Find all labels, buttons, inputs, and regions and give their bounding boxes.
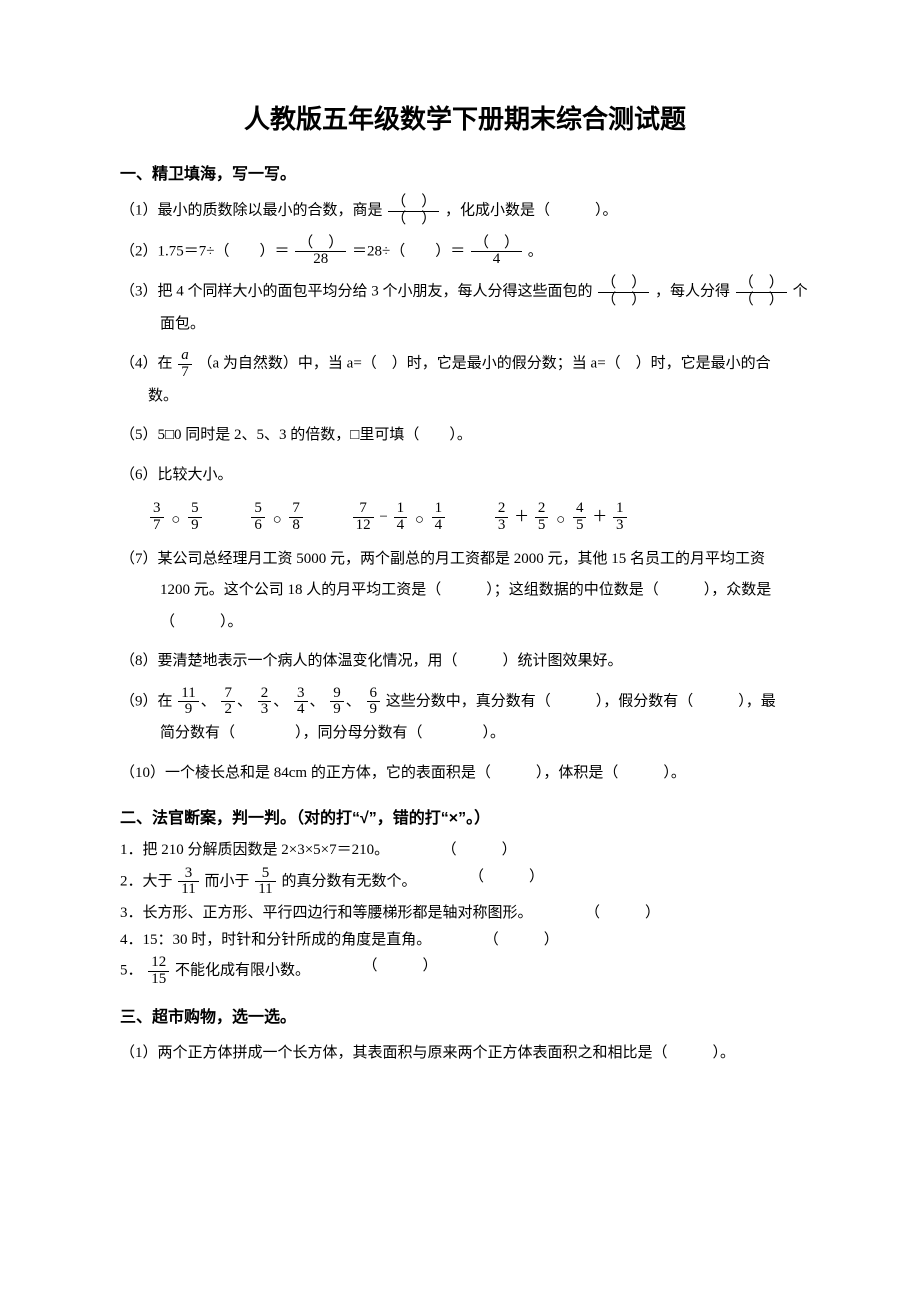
q1-4: （4）在 a 7 （a 为自然数）中，当 a=（ ）时，它是最小的假分数；当 a… (120, 348, 810, 412)
q1-2: （2）1.75＝7÷（ ）＝ （ ） 28 ＝28÷（ ）＝ （ ） 4 。 (120, 236, 810, 269)
q1-9: （9）在 119、 72、 23、 34、 99、 69 这些分数中，真分数有（… (120, 686, 810, 750)
q1-3-text-a: （3）把 4 个同样大小的面包平均分给 3 个小朋友，每人分得这些面包的 (120, 284, 593, 300)
compare-circle-icon: ○ (415, 509, 424, 532)
q1-7-text-b: 1200 元。这个公司 18 人的月平均工资是（ ）；这组数据的中位数是（ ），… (120, 575, 810, 607)
minus-sign: − (379, 509, 387, 525)
q1-9-text-c: 简分数有（ ），同分母分数有（ ）。 (120, 718, 810, 750)
q1-4-text-b: （a 为自然数）中，当 a=（ ）时，它是最小的假分数；当 a=（ ）时，它是最… (198, 356, 771, 372)
answer-blank: （ ） (573, 902, 673, 925)
q2-1: 1．把 210 分解质因数是 2×3×5×7＝210。 （ ） (120, 839, 810, 862)
q1-3-text-d: 面包。 (120, 309, 810, 341)
q1-9-text-a: （9）在 (120, 693, 173, 709)
q1-2-text-c: 。 (528, 243, 543, 259)
frac-blank-over-4: （ ） 4 (471, 236, 522, 269)
q1-7-text-c: （ ）。 (120, 607, 810, 639)
q2-4: 4．15：30 时，时针和分针所成的角度是直角。 （ ） (120, 929, 810, 952)
compare-circle-icon: ○ (556, 509, 565, 532)
sep: 、 (346, 693, 361, 709)
frac-blank-over-28: （ ） 28 (295, 236, 346, 269)
compare-circle-icon: ○ (273, 509, 282, 532)
compare-circle-icon: ○ (171, 509, 180, 532)
sep: 、 (310, 693, 325, 709)
q1-4-text-c: 数。 (120, 381, 810, 413)
q1-4-text-a: （4）在 (120, 356, 173, 372)
plus-sign: ＋ (592, 509, 607, 525)
q1-2-text-a: （2）1.75＝7÷（ ）＝ (120, 243, 289, 259)
section2-head: 二、法官断案，判一判。（对的打“√”，错的打“×”。） (120, 807, 810, 831)
answer-blank: （ ） (471, 929, 571, 952)
sep: 、 (201, 693, 216, 709)
frac-blank: （ ） （ ） (388, 195, 439, 228)
q1-3-text-c: 个 (793, 284, 808, 300)
cmp-4: 23 ＋ 25 ○ 45 ＋ 13 (493, 509, 629, 525)
cmp-2: 56 ○ 78 (249, 509, 308, 525)
q2-4-text: 4．15：30 时，时针和分针所成的角度是直角。 (120, 929, 431, 952)
sep: 、 (273, 693, 288, 709)
q1-7: （7）某公司总经理月工资 5000 元，两个副总的月工资都是 2000 元，其他… (120, 544, 810, 639)
q2-5-text-b: 不能化成有限小数。 (175, 963, 310, 979)
q2-2-text-b: 而小于 (204, 873, 249, 889)
q1-3-text-b: ，每人分得 (655, 284, 730, 300)
q2-3: 3．长方形、正方形、平行四边行和等腰梯形都是轴对称图形。 （ ） (120, 902, 810, 925)
sep: 、 (237, 693, 252, 709)
q2-5-text-a: 5． (120, 963, 143, 979)
q2-2-text-a: 2．大于 (120, 873, 173, 889)
answer-blank: （ ） (429, 839, 529, 862)
q1-1: （1）最小的质数除以最小的合数，商是 （ ） （ ） ，化成小数是（ ）。 (120, 195, 810, 228)
frac-blank: （ ） （ ） (598, 276, 649, 309)
answer-blank: （ ） (350, 955, 450, 978)
q1-6: （6）比较大小。 (120, 460, 810, 492)
q1-5: （5）5□0 同时是 2、5、3 的倍数，□里可填（ ）。 (120, 420, 810, 452)
q1-1-text-a: （1）最小的质数除以最小的合数，商是 (120, 203, 383, 219)
q1-3: （3）把 4 个同样大小的面包平均分给 3 个小朋友，每人分得这些面包的 （ ）… (120, 276, 810, 340)
cmp-1: 37 ○ 59 (148, 509, 207, 525)
q2-3-text: 3．长方形、正方形、平行四边行和等腰梯形都是轴对称图形。 (120, 902, 533, 925)
answer-blank: （ ） (456, 866, 556, 889)
q2-2: 2．大于 311 而小于 511 的真分数有无数个。 （ ） (120, 866, 810, 899)
page-title: 人教版五年级数学下册期末综合测试题 (120, 100, 810, 139)
q1-2-text-b: ＝28÷（ ）＝ (352, 243, 465, 259)
q2-2-text-c: 的真分数有无数个。 (281, 873, 416, 889)
q1-8: （8）要清楚地表示一个病人的体温变化情况，用（ ）统计图效果好。 (120, 646, 810, 678)
section3-head: 三、超市购物，选一选。 (120, 1006, 810, 1030)
q1-9-text-b: 这些分数中，真分数有（ ），假分数有（ ），最 (386, 693, 776, 709)
section1-head: 一、精卫填海，写一写。 (120, 163, 810, 187)
q1-7-text-a: （7）某公司总经理月工资 5000 元，两个副总的月工资都是 2000 元，其他… (120, 551, 765, 567)
frac-a-over-7: a 7 (178, 348, 192, 381)
plus-sign: ＋ (514, 509, 529, 525)
cmp-3: 712 − 14 ○ 14 (351, 509, 451, 525)
q2-5: 5． 1215 不能化成有限小数。 （ ） (120, 955, 810, 988)
frac-blank: （ ） （ ） (736, 276, 787, 309)
q2-1-text: 1．把 210 分解质因数是 2×3×5×7＝210。 (120, 839, 389, 862)
q3-1: （1）两个正方体拼成一个长方体，其表面积与原来两个正方体表面积之和相比是（ ）。 (120, 1038, 810, 1070)
q1-10: （10）一个棱长总和是 84cm 的正方体，它的表面积是（ ），体积是（ ）。 (120, 758, 810, 790)
q1-1-text-b: ，化成小数是（ ）。 (445, 203, 618, 219)
q1-6-expressions: 37 ○ 59 56 ○ 78 712 − 14 ○ 14 23 ＋ 25 ○ … (148, 501, 810, 534)
